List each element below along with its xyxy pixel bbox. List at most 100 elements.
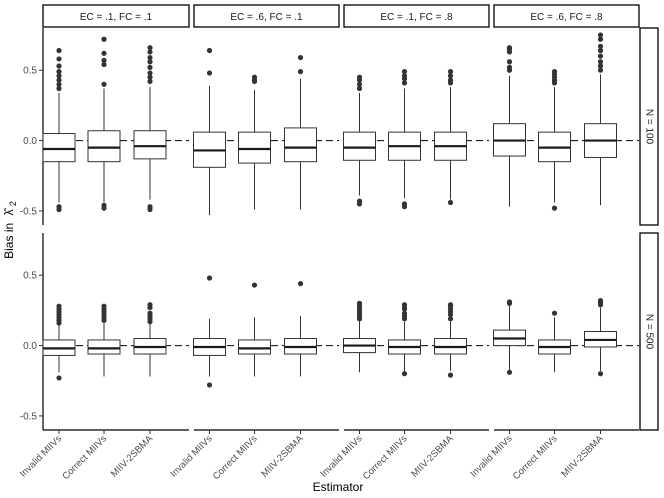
outlier-point — [506, 300, 513, 306]
box — [133, 45, 167, 213]
y-axis-title-text: Bias in — [2, 223, 16, 259]
box — [434, 69, 467, 206]
x-tick-label: MIIV-2SBMA — [559, 433, 606, 480]
svg-text:Bias in λ̂ 2: Bias in λ̂ 2 — [2, 201, 18, 259]
box-body — [87, 339, 121, 355]
outlier-point — [447, 73, 454, 79]
outlier-point — [56, 206, 62, 213]
outlier-point — [147, 54, 153, 61]
outlier-point — [147, 78, 153, 85]
outlier-point — [56, 77, 62, 83]
column-strip-label: EC = .1, FC = .1 — [80, 12, 153, 23]
outlier-point — [206, 47, 213, 54]
outlier-point — [597, 47, 604, 54]
outlier-point — [597, 67, 604, 73]
outlier-point — [101, 36, 107, 42]
box — [193, 275, 226, 388]
x-tick-label: Invalid MIIVs — [468, 433, 514, 479]
box — [193, 47, 226, 216]
x-tick-label: Invalid MIIVs — [18, 433, 64, 479]
box — [388, 69, 421, 210]
outlier-point — [597, 43, 604, 49]
box — [87, 36, 121, 211]
facet-strips: EC = .1, FC = .1 EC = .6, FC = .1 EC = .1,… — [42, 4, 659, 431]
column-strip-label: EC = .6, FC = .1 — [230, 12, 303, 23]
outlier-point — [147, 70, 153, 76]
reference-lines — [43, 140, 639, 347]
outlier-point — [551, 310, 558, 316]
row-strip — [639, 27, 659, 226]
box — [42, 47, 76, 213]
outlier-point — [101, 61, 107, 68]
box — [284, 281, 317, 377]
outlier-point — [597, 59, 604, 65]
outlier-point — [447, 312, 454, 318]
column-strip-label: EC = .1, FC = .8 — [380, 12, 453, 23]
box-body — [42, 133, 76, 163]
outlier-point — [356, 77, 363, 83]
outlier-point — [597, 371, 604, 377]
row-strip-label: N = 100 — [644, 109, 655, 145]
x-tick-label: Correct MIIVs — [511, 433, 560, 482]
outlier-point — [447, 372, 454, 378]
outlier-point — [597, 302, 604, 308]
outlier-point — [251, 78, 258, 85]
outlier-point — [101, 317, 107, 323]
box — [584, 297, 617, 377]
box-body — [238, 339, 271, 355]
x-tick-label: MIIV-2SBMA — [259, 433, 306, 480]
box-body — [284, 127, 317, 163]
box-body — [238, 131, 271, 164]
outlier-point — [147, 45, 153, 51]
x-tick-label: Correct MIIVs — [361, 433, 410, 482]
outlier-point — [147, 319, 153, 325]
y-tick-label: -0.5 — [20, 411, 38, 422]
outlier-point — [147, 59, 153, 65]
y-tick-label: 0.0 — [23, 341, 37, 352]
box — [87, 303, 121, 377]
outlier-point — [401, 204, 408, 210]
column-strip — [42, 4, 190, 28]
outlier-point — [551, 205, 558, 211]
outlier-point — [251, 282, 258, 288]
outlier-point — [56, 375, 62, 381]
outlier-point — [401, 69, 408, 75]
outlier-point — [506, 369, 513, 375]
box — [388, 302, 421, 377]
y-axis-title: Bias in λ̂ 2 — [2, 201, 18, 259]
box — [343, 74, 376, 207]
x-axis-title: Estimator — [313, 480, 364, 494]
outlier-point — [401, 316, 408, 322]
box — [133, 302, 167, 377]
y-tick-label: 0.5 — [23, 66, 37, 77]
outlier-point — [297, 69, 304, 75]
outlier-point — [297, 281, 304, 287]
outlier-point — [356, 316, 363, 322]
box — [538, 69, 571, 211]
outlier-point — [101, 205, 107, 211]
outlier-point — [147, 206, 153, 213]
box — [434, 302, 467, 378]
outlier-point — [447, 69, 454, 75]
box — [493, 45, 526, 207]
outlier-point — [401, 371, 408, 377]
outlier-point — [401, 76, 408, 82]
outlier-point — [56, 320, 62, 326]
column-strip-label: EC = .6, FC = .8 — [530, 12, 603, 23]
outlier-point — [447, 316, 454, 322]
outlier-point — [56, 63, 62, 69]
column-strip — [193, 4, 340, 28]
column-strip — [343, 4, 490, 28]
x-tick-label: Correct MIIVs — [60, 433, 109, 482]
outlier-point — [506, 49, 513, 55]
box — [493, 299, 526, 375]
x-tick-label: MIIV-2SBMA — [109, 433, 156, 480]
outlier-point — [597, 63, 604, 69]
box — [284, 54, 317, 210]
y-tick-label: 0.5 — [23, 271, 37, 282]
box — [538, 310, 571, 373]
row-strip-label: N = 500 — [644, 314, 655, 350]
outlier-point — [297, 54, 304, 61]
outlier-point — [147, 304, 153, 311]
